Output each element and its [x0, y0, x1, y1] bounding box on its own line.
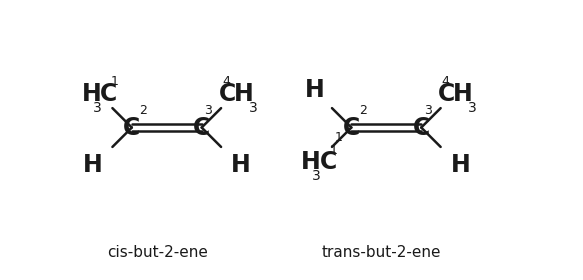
Text: 3: 3 [204, 104, 212, 116]
Text: H: H [234, 82, 253, 106]
Text: 3: 3 [424, 104, 431, 116]
Text: trans-but-2-ene: trans-but-2-ene [321, 245, 441, 260]
Text: H: H [83, 153, 103, 177]
Text: 1: 1 [110, 75, 118, 88]
Text: H: H [453, 82, 473, 106]
Text: 3: 3 [93, 101, 101, 115]
Text: C: C [319, 150, 337, 174]
Text: H: H [82, 82, 101, 106]
Text: 3: 3 [248, 101, 257, 115]
Text: 4: 4 [222, 75, 230, 88]
Text: 3: 3 [468, 101, 477, 115]
Text: 2: 2 [139, 104, 147, 116]
Text: 2: 2 [359, 104, 367, 116]
Text: H: H [231, 153, 251, 177]
Text: C: C [193, 116, 210, 139]
Text: C: C [219, 82, 236, 106]
Text: 4: 4 [442, 75, 449, 88]
Text: C: C [438, 82, 455, 106]
Text: cis-but-2-ene: cis-but-2-ene [107, 245, 208, 260]
Text: H: H [301, 150, 321, 174]
Text: H: H [451, 153, 470, 177]
Text: C: C [413, 116, 430, 139]
Text: 1: 1 [330, 144, 338, 157]
Text: H: H [305, 78, 325, 102]
Text: C: C [343, 116, 360, 139]
Text: 1: 1 [335, 131, 342, 144]
Text: 3: 3 [312, 169, 321, 183]
Text: C: C [100, 82, 117, 106]
Text: C: C [123, 116, 141, 139]
